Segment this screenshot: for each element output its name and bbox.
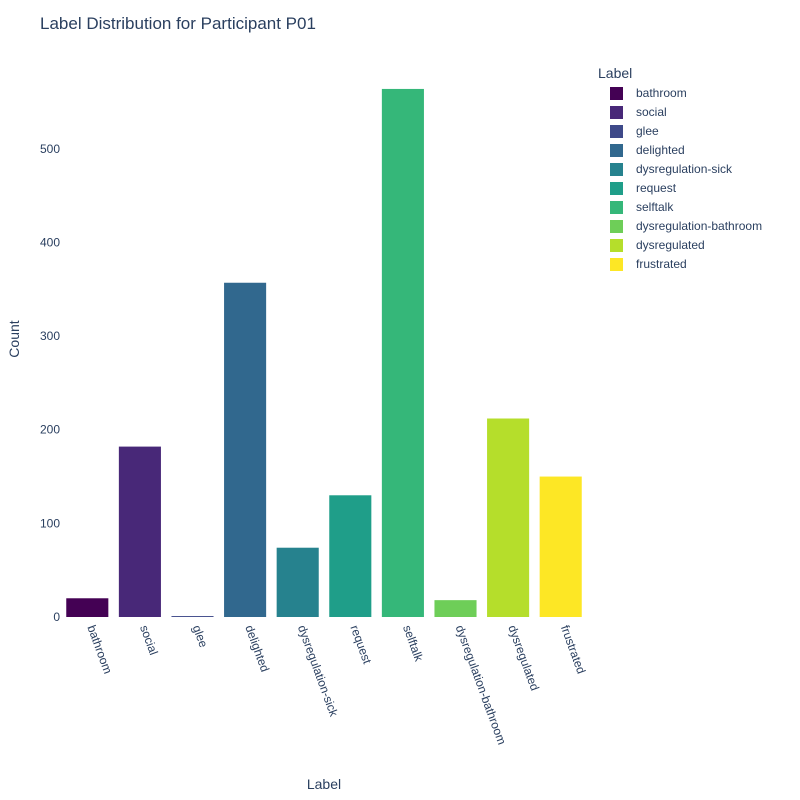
y-tick-label: 500: [40, 142, 60, 156]
x-tick-label: frustrated: [558, 623, 588, 675]
legend-item-social[interactable]: social: [636, 105, 667, 119]
legend-item-selftalk[interactable]: selftalk: [636, 200, 674, 214]
legend-item-frustrated[interactable]: frustrated: [636, 257, 687, 271]
x-tick-label: dysregulation-bathroom: [453, 623, 509, 746]
bar-selftalk[interactable]: [381, 88, 424, 617]
legend-swatch-selftalk[interactable]: [610, 201, 623, 214]
bar-glee[interactable]: [171, 616, 214, 617]
legend-item-delighted[interactable]: delighted: [636, 143, 685, 157]
bar-dysregulated[interactable]: [487, 418, 530, 617]
x-tick-label: glee: [190, 623, 211, 649]
legend[interactable]: Label bathroom social glee delighted dysregu…: [598, 65, 762, 271]
legend-item-dysregulation-bathroom[interactable]: dysregulation-bathroom: [636, 219, 762, 233]
x-tick-label: bathroom: [84, 623, 114, 675]
bar-request[interactable]: [329, 495, 372, 617]
y-tick-label: 0: [53, 610, 60, 624]
legend-swatch-dysregulated[interactable]: [610, 239, 623, 252]
bar-series: [66, 88, 582, 617]
legend-swatch-bathroom[interactable]: [610, 87, 623, 100]
x-tick-label: delighted: [242, 623, 272, 674]
x-tick-label: dysregulation-sick: [295, 623, 341, 719]
legend-swatch-delighted[interactable]: [610, 144, 623, 157]
legend-swatch-frustrated[interactable]: [610, 258, 623, 271]
chart-title: Label Distribution for Participant P01: [40, 14, 316, 33]
legend-swatch-request[interactable]: [610, 182, 623, 195]
legend-swatch-dysregulation-sick[interactable]: [610, 163, 623, 176]
x-tick-label: selftalk: [400, 623, 426, 664]
x-axis-ticks: bathroom social glee delighted dysregulation…: [84, 623, 588, 746]
bar-social[interactable]: [118, 446, 161, 617]
legend-item-glee[interactable]: glee: [636, 124, 659, 138]
bar-frustrated[interactable]: [539, 476, 582, 617]
y-axis-ticks: 0 100 200 300 400 500: [40, 142, 60, 624]
legend-swatch-social[interactable]: [610, 106, 623, 119]
bar-delighted[interactable]: [224, 282, 267, 617]
legend-item-bathroom[interactable]: bathroom: [636, 86, 687, 100]
legend-item-request[interactable]: request: [636, 181, 677, 195]
bar-dysregulation-bathroom[interactable]: [434, 600, 477, 617]
legend-swatch-glee[interactable]: [610, 125, 623, 138]
legend-title: Label: [598, 65, 632, 81]
legend-swatch-dysregulation-bathroom[interactable]: [610, 220, 623, 233]
legend-item-dysregulated[interactable]: dysregulated: [636, 238, 705, 252]
y-tick-label: 100: [40, 516, 60, 530]
legend-item-dysregulation-sick[interactable]: dysregulation-sick: [636, 162, 733, 176]
y-axis-title: Count: [6, 320, 22, 357]
x-tick-label: dysregulated: [505, 623, 542, 692]
y-tick-label: 200: [40, 423, 60, 437]
x-tick-label: social: [137, 623, 161, 657]
bar-dysregulation-sick[interactable]: [276, 547, 319, 617]
y-tick-label: 400: [40, 235, 60, 249]
bar-bathroom[interactable]: [66, 598, 109, 617]
y-tick-label: 300: [40, 329, 60, 343]
x-axis-title: Label: [307, 776, 341, 792]
x-tick-label: request: [347, 623, 374, 666]
